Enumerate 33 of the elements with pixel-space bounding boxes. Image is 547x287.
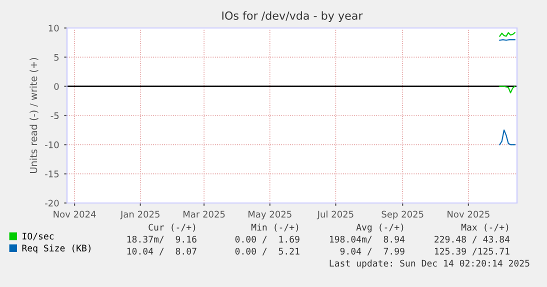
- text: 229.48 / 43.84: [434, 236, 510, 244]
- text: 18.37m/ 9.16: [127, 236, 196, 244]
- legend-label: Req Size (KB): [22, 244, 90, 254]
- chart-title: IOs for /dev/vda - by year: [222, 11, 363, 22]
- y-tick-label: -5: [50, 112, 59, 120]
- text: 125.39 /125.71: [434, 248, 510, 256]
- y-axis-title: Units read (-) / write (+): [30, 58, 38, 174]
- x-tick-label: Nov 2024: [54, 210, 96, 218]
- x-tick-label: Nov 2025: [448, 210, 490, 218]
- text: 10.04 / 8.07: [127, 248, 196, 256]
- line-series: [499, 86, 516, 94]
- text: Max (-/+): [461, 224, 508, 232]
- text: Avg (-/+): [356, 224, 404, 232]
- text: 198.04m/ 8.94: [330, 236, 405, 244]
- y-tick-label: 5: [54, 54, 59, 61]
- x-tick-label: Mar 2025: [183, 210, 225, 218]
- y-tick-label: 0: [54, 83, 59, 90]
- x-tick-label: Sep 2025: [382, 210, 424, 220]
- y-tick-label: -20: [45, 200, 59, 207]
- text: 0.00 / 5.21: [235, 248, 300, 256]
- y-tick-label: -10: [45, 141, 59, 148]
- line-series: [499, 130, 516, 146]
- text: Min (-/+): [251, 224, 298, 232]
- y-tick-label: -15: [45, 170, 59, 178]
- legend-label: IO/sec: [22, 232, 54, 240]
- text: 0.00 / 1.69: [235, 236, 300, 244]
- text: Cur (-/+): [148, 224, 196, 232]
- text: Last update: Sun Dec 14 02:20:14 2025: [330, 260, 530, 268]
- text: 9.04 / 7.99: [340, 248, 404, 256]
- x-tick-label: May 2025: [248, 210, 292, 220]
- x-tick-label: Jul 2025: [316, 210, 354, 220]
- x-tick-label: Jan 2025: [120, 210, 160, 220]
- y-tick-label: 10: [48, 24, 59, 32]
